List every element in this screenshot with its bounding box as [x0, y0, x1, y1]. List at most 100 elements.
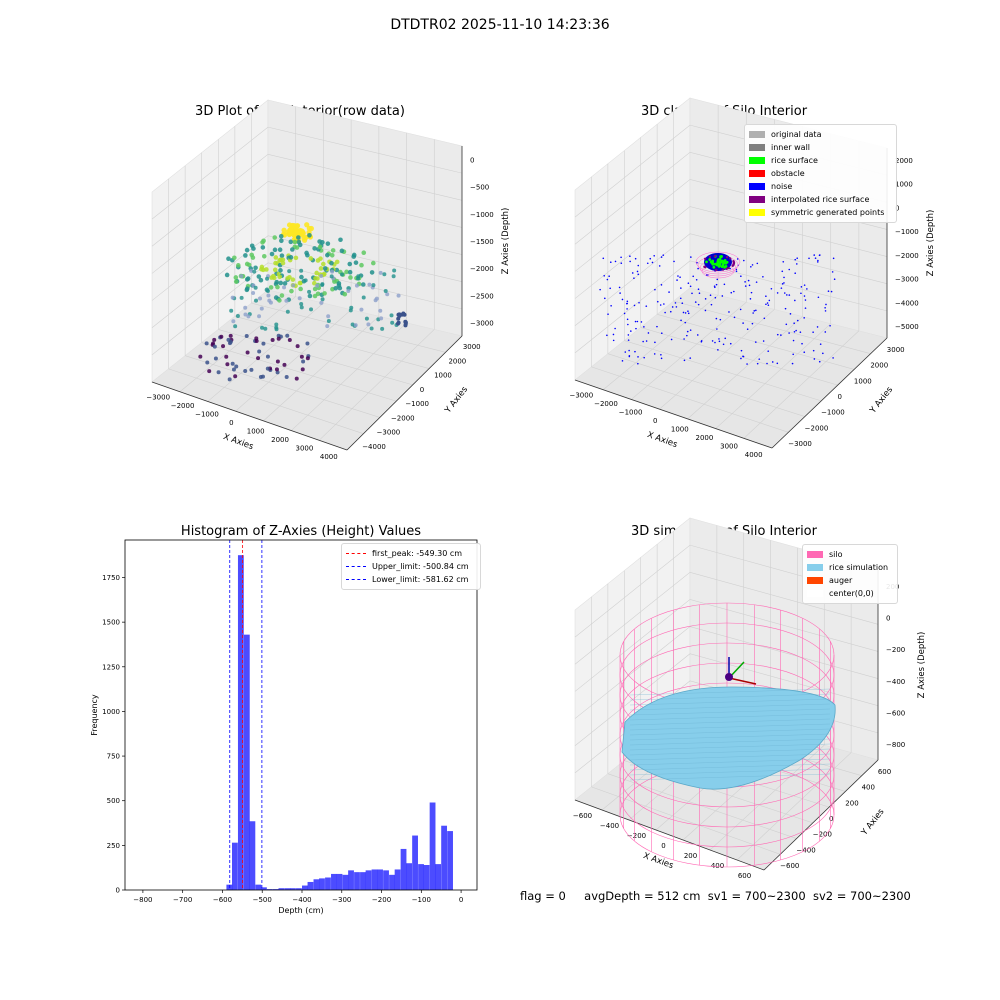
noise-point: [791, 362, 794, 365]
y-tick-label: −3000: [377, 429, 401, 437]
point: [212, 344, 217, 349]
point: [333, 285, 339, 291]
noise-point: [756, 262, 759, 265]
noise-point: [660, 353, 662, 356]
point: [336, 281, 342, 286]
z-tick-label: 0: [895, 204, 899, 212]
point: [290, 247, 295, 252]
point: [305, 356, 310, 361]
legend-swatch: [749, 170, 765, 177]
x-tick-label: 3000: [296, 444, 314, 452]
point: [227, 377, 232, 382]
noise-point: [612, 333, 615, 336]
noise-point: [827, 290, 830, 292]
noise-point: [776, 333, 779, 336]
rice-mesh: [629, 738, 831, 746]
noise-point: [626, 302, 628, 305]
noise-point: [723, 283, 726, 286]
point: [224, 354, 229, 359]
point: [224, 272, 230, 278]
point: [299, 230, 305, 236]
sv2-text: sv2 = 700~2300: [812, 889, 911, 903]
point: [249, 268, 254, 273]
noise-point: [637, 356, 639, 358]
noise-point: [691, 292, 693, 295]
point: [359, 307, 364, 312]
noise-point: [627, 323, 629, 326]
x-tick-label: −500: [253, 896, 272, 904]
point: [332, 279, 337, 284]
z-tick-label: −1000: [470, 211, 494, 219]
noise-point: [697, 288, 700, 291]
legend-swatch: [346, 579, 366, 580]
noise-point: [719, 318, 722, 321]
point: [265, 276, 270, 281]
point: [299, 274, 304, 280]
point: [287, 229, 294, 236]
noise-point: [633, 304, 636, 307]
rice-mesh: [629, 753, 831, 761]
point: [243, 305, 248, 310]
z-axis-label: Z Axies (Depth): [917, 632, 927, 699]
noise-point: [783, 292, 786, 294]
noise-point: [819, 254, 821, 256]
noise-point: [696, 334, 699, 336]
point: [278, 280, 284, 286]
point: [207, 369, 212, 374]
noise-point: [766, 362, 768, 365]
noise-point: [748, 284, 751, 287]
noise-point: [654, 341, 656, 344]
point: [351, 252, 357, 258]
x-tick-label: −2000: [171, 402, 195, 410]
point: [294, 245, 300, 250]
legend-label: inner wall: [771, 143, 811, 152]
legend-label: obstacle: [771, 169, 805, 178]
rice-mesh: [629, 728, 831, 736]
point: [379, 316, 384, 321]
point: [275, 359, 280, 364]
point: [292, 239, 298, 245]
noise-point: [680, 319, 682, 322]
noise-point: [746, 328, 749, 331]
z-tick-label: 2000: [895, 157, 913, 165]
point: [275, 284, 280, 290]
legend-label: Lower_limit: -581.62 cm: [372, 575, 469, 584]
interpolated-point: [731, 264, 734, 268]
point: [385, 292, 390, 297]
noise-point: [799, 331, 802, 333]
noise-point: [646, 262, 649, 265]
noise-point: [610, 305, 612, 307]
noise-point: [717, 349, 719, 351]
point: [305, 341, 310, 346]
x-tick-label: 1000: [671, 425, 689, 433]
y-tick-label: −2000: [805, 424, 829, 432]
noise-point: [755, 281, 758, 283]
point: [318, 256, 323, 261]
noise-point: [766, 302, 769, 304]
point: [249, 367, 254, 372]
y-axis-line: [346, 335, 463, 451]
noise-point: [627, 334, 630, 336]
point: [251, 246, 256, 251]
legend-swatch: [749, 183, 765, 190]
y-tick-label: 1000: [434, 372, 452, 380]
noise-point: [673, 260, 675, 263]
noise-point: [831, 271, 834, 273]
raw-point-cloud: [198, 222, 408, 382]
point: [212, 337, 217, 342]
noise-point: [645, 340, 648, 342]
noise-point: [654, 288, 656, 291]
point: [307, 233, 312, 238]
noise-point: [620, 262, 623, 265]
point: [312, 286, 318, 292]
legend-label: first_peak: -549.30 cm: [372, 549, 463, 558]
point: [258, 375, 263, 380]
noise-point: [679, 276, 681, 278]
point: [342, 291, 348, 297]
noise-point: [710, 303, 713, 306]
point: [317, 244, 323, 250]
interpolated-point: [708, 255, 712, 259]
point: [243, 253, 248, 258]
noise-point: [660, 357, 663, 360]
noise-point: [747, 279, 750, 282]
